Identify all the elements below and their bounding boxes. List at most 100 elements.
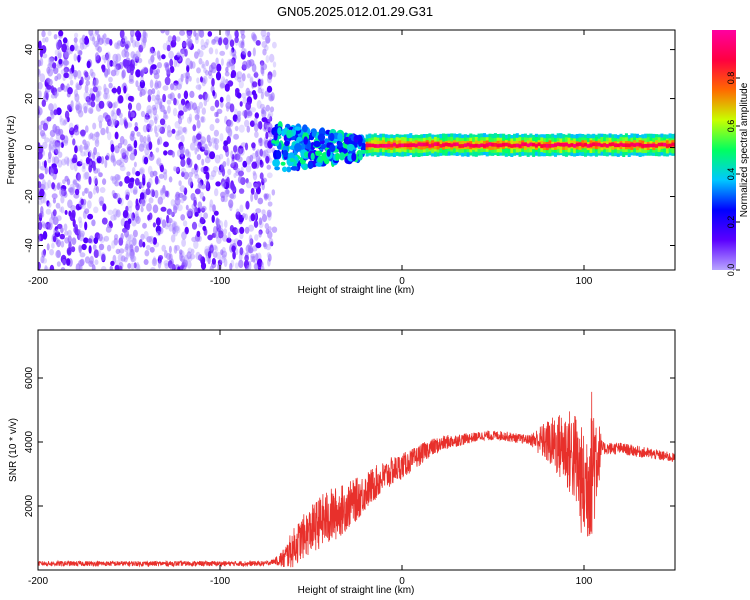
spectrogram-cell: [142, 241, 146, 248]
spectrogram-band-cell: [537, 142, 541, 147]
spectrogram-cell: [142, 36, 148, 44]
spectrogram-cell: [63, 72, 70, 79]
spectrogram-cell: [130, 67, 134, 76]
spectrogram-band-cell: [644, 144, 648, 148]
spectrogram-band-cell: [594, 142, 598, 147]
spectrogram-cell: [198, 222, 203, 228]
spectrogram-cell: [38, 59, 42, 67]
spectrogram-cell: [93, 40, 99, 48]
spectrogram-cell: [226, 157, 230, 167]
spectrogram-cell: [266, 31, 271, 38]
spectrogram-cell: [94, 178, 98, 186]
spectrogram-cell: [155, 132, 159, 138]
spectrogram-band-cell: [608, 142, 612, 147]
spectrogram-cell: [132, 187, 138, 194]
spectrogram-cell: [75, 182, 79, 188]
spectrogram-cell: [63, 85, 68, 92]
spectrogram-cell: [180, 148, 184, 158]
spectrogram-cell: [150, 267, 156, 270]
spectrogram-cell: [127, 95, 134, 102]
spectrogram-cell: [219, 256, 226, 264]
spectrogram-cell: [242, 213, 246, 219]
spectrogram-cell: [222, 161, 227, 168]
spectrogram-cell: [72, 178, 78, 188]
spectrogram-cell: [176, 130, 182, 136]
spectrogram-cell: [59, 118, 65, 126]
spectrogram-cell: [89, 108, 93, 115]
spectrogram-cell: [56, 239, 61, 248]
spectrogram-cell: [125, 42, 129, 51]
spectrogram-cell: [270, 92, 275, 101]
spectrogram-cell: [46, 116, 52, 122]
spectrogram-cell: [234, 125, 239, 132]
spectrogram-cell: [196, 154, 202, 161]
spectrogram-cell: [173, 205, 178, 214]
spectrogram-cell: [230, 183, 236, 191]
spectrogram-cell: [40, 195, 45, 204]
spectrogram-cell: [92, 86, 98, 93]
spectrogram-cell: [254, 131, 259, 139]
spectrogram-cell: [165, 30, 170, 36]
spectrogram-cell: [117, 253, 124, 262]
spectrogram-cell: [84, 187, 90, 194]
spectrogram-cell: [156, 157, 162, 166]
spectrogram-cell: [215, 218, 221, 226]
spectrogram-cell: [164, 262, 169, 269]
spectrogram-cell: [92, 122, 97, 130]
spectrogram-cell: [218, 169, 222, 175]
spectrogram-cell: [177, 126, 184, 135]
spectrogram-cell: [195, 84, 202, 90]
spectrogram-cell: [267, 193, 272, 201]
spectrogram-cell: [88, 107, 94, 114]
spectrogram-cell: [232, 114, 238, 122]
spectrogram-cell: [172, 35, 177, 43]
spectrogram-cell: [176, 51, 181, 58]
spectrogram-cell: [194, 163, 198, 171]
spectrogram-cell: [133, 161, 137, 168]
spectrogram-cell: [71, 237, 77, 245]
spectrogram-cell: [161, 219, 167, 229]
spectrogram-band-cell: [442, 143, 446, 147]
spectrogram-cell: [162, 85, 169, 91]
spectrogram-cell: [290, 166, 299, 171]
colorbar-tick-label: 0.2: [726, 216, 736, 229]
spectrogram-cell: [140, 233, 145, 240]
spectrogram-cell: [232, 133, 239, 140]
spectrogram-cell: [123, 59, 130, 69]
spectrogram-cell: [146, 236, 153, 243]
spectrogram-cell: [87, 238, 93, 244]
spectrogram-cell: [62, 37, 68, 44]
spectrogram-cell: [60, 69, 65, 75]
spectrogram-cell: [239, 247, 244, 256]
spectrogram-cell: [191, 221, 198, 230]
spectrogram-cell: [105, 53, 111, 62]
spectrogram-cell: [169, 58, 174, 67]
spectrogram-cell: [53, 34, 58, 40]
spectrogram-cell: [256, 258, 263, 268]
spectrogram-cell: [47, 202, 52, 208]
spectrogram-cell: [214, 154, 221, 164]
spectrogram-cell: [76, 161, 83, 167]
spectrogram-cell: [218, 153, 224, 160]
spectrogram-cell: [257, 197, 264, 205]
spectrogram-cell: [146, 123, 152, 129]
spectrogram-cell: [194, 169, 199, 177]
spectrogram-cell: [272, 158, 280, 167]
spectrogram-cell: [238, 253, 243, 262]
spectrogram-band-cell: [433, 142, 437, 146]
spectrogram-cell: [315, 162, 322, 167]
spectrogram-cell: [46, 200, 50, 207]
spectrogram-cell: [156, 61, 162, 69]
spectrogram-cell: [50, 109, 54, 116]
spectrogram-cell: [242, 160, 248, 168]
spectrogram-cell: [177, 204, 183, 212]
spectrogram-cell: [120, 232, 124, 241]
spectrogram-band-cell: [641, 144, 645, 148]
spectrogram-cell: [261, 35, 267, 40]
spectrogram-cell: [84, 71, 89, 78]
spectrogram-cell: [148, 235, 154, 245]
spectrogram-cell: [252, 170, 256, 176]
spectrogram-cell: [100, 156, 105, 165]
spectrogram-cell: [156, 124, 162, 133]
